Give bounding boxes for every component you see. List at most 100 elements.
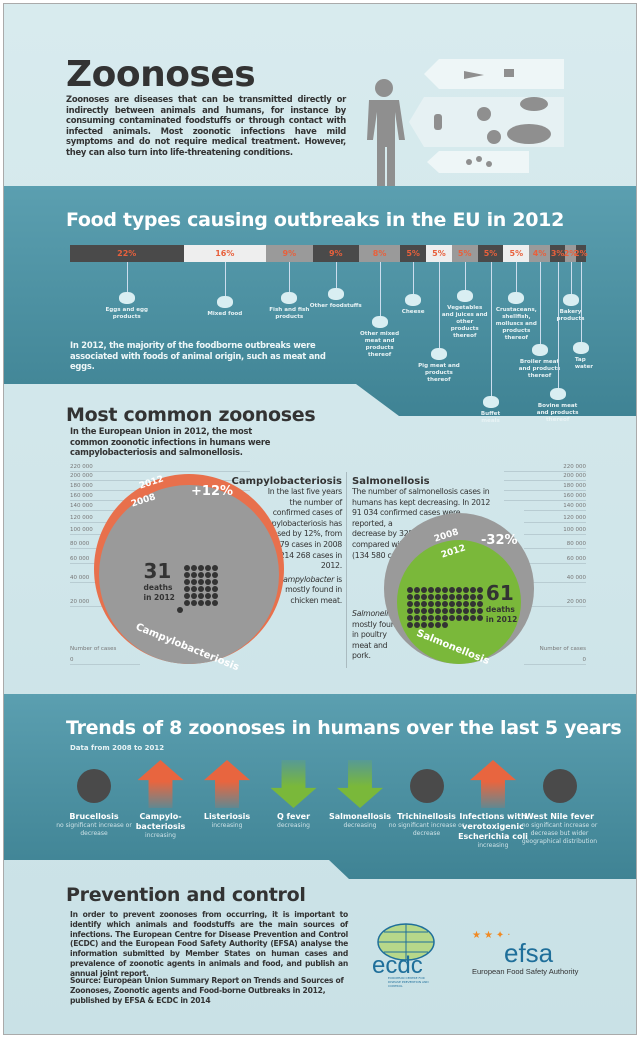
bar-segment: 3%	[549, 245, 566, 262]
death-dot	[413, 601, 420, 608]
axis-tick-left: 40 000	[70, 574, 90, 581]
food-section-title: Food types causing outbreaks in the EU i…	[66, 209, 565, 231]
food-label: Crustaceans, shellfish, molluscs and pro…	[495, 307, 537, 341]
salm-note-italic: Salmonella	[352, 609, 393, 618]
death-dot	[469, 608, 476, 615]
death-dot	[406, 608, 413, 615]
bar-segment: 2%	[574, 245, 588, 262]
death-dot	[420, 615, 427, 622]
death-dot	[204, 586, 211, 593]
trend-status: increasing	[477, 842, 509, 849]
death-dot	[469, 587, 476, 594]
death-dot	[190, 572, 197, 579]
bar-segment: 9%	[266, 245, 313, 262]
death-dot	[211, 572, 218, 579]
divider	[346, 472, 347, 668]
death-dot	[197, 572, 204, 579]
food-icon	[371, 316, 388, 328]
bar-segment: 4%	[529, 245, 550, 262]
death-dot	[420, 594, 427, 601]
death-dot	[448, 594, 455, 601]
trend-name: Listeriosis	[203, 812, 251, 821]
ecdc-globe-icon	[377, 923, 435, 961]
leader-line	[580, 262, 582, 342]
gridline	[524, 547, 586, 549]
trend-name: Brucellosis	[69, 812, 119, 821]
axis-tick-right: 160 000	[563, 492, 586, 499]
gridline	[524, 581, 586, 583]
death-dot	[406, 615, 413, 622]
human-silhouette-icon	[367, 79, 405, 192]
gridline	[70, 664, 140, 665]
ecdc-logo[interactable]: ecdc EUROPEAN CENTRE FOR DISEASE PREVENT…	[372, 922, 444, 988]
gridline	[524, 534, 586, 536]
leader-line	[490, 262, 492, 396]
bar-segment: 5%	[477, 245, 504, 262]
gridline	[504, 471, 586, 473]
death-dot	[204, 572, 211, 579]
leader-line	[570, 262, 572, 294]
axis-tick-left: 80 000	[70, 540, 90, 547]
no-change-circle-icon	[77, 769, 111, 803]
trend-name: Salmonellosis	[328, 812, 392, 821]
death-dot	[448, 615, 455, 622]
death-dot	[197, 600, 204, 607]
death-dot	[183, 600, 190, 607]
leader-line	[335, 262, 337, 288]
death-dot	[211, 593, 218, 600]
death-dot	[462, 587, 469, 594]
efsa-stars-icon: ★★✦·	[472, 930, 514, 941]
axis-tick-left: 160 000	[70, 492, 93, 499]
salm-deaths-text: deaths	[485, 605, 515, 615]
death-dot	[183, 593, 190, 600]
trend-name: Trichinellosis	[397, 812, 456, 821]
death-dot	[434, 608, 441, 615]
gridline	[524, 510, 586, 512]
death-dot	[413, 615, 420, 622]
trend-status: no significant increase or decrease but …	[521, 822, 598, 845]
trend-item: Trichinellosis no significant increase or…	[389, 812, 465, 838]
salm-deaths-year: in 2012	[485, 615, 518, 625]
food-icon	[281, 292, 298, 304]
campy-change: +12%	[191, 483, 234, 499]
bar-segment: 22%	[70, 245, 184, 262]
trend-name: West Nile fever	[524, 812, 595, 821]
bar-segment: 8%	[358, 245, 401, 262]
death-dot	[448, 601, 455, 608]
axis-tick-left: 0	[70, 657, 74, 663]
trend-item: Listeriosis increasing	[189, 812, 265, 830]
death-dot	[455, 594, 462, 601]
death-dot	[204, 579, 211, 586]
death-dot	[427, 594, 434, 601]
efsa-logo[interactable]: ★★✦· efsa European Food Safety Authority	[472, 930, 592, 976]
trend-item: Campylo-bacteriosis increasing	[123, 812, 199, 840]
death-dot	[441, 601, 448, 608]
ecdc-wordmark: ecdc	[372, 952, 423, 979]
death-dot	[197, 565, 204, 572]
food-label: Mixed food	[207, 311, 243, 317]
death-dot	[434, 622, 441, 629]
food-label: Bovine meat and products thereof	[536, 403, 579, 423]
axis-tick-right: 60 000	[566, 556, 586, 563]
no-change-circle-icon	[542, 769, 577, 803]
food-icon	[430, 348, 447, 360]
food-icon	[216, 296, 233, 308]
death-dot	[427, 608, 434, 615]
food-icon	[456, 290, 473, 302]
death-dot	[441, 594, 448, 601]
trend-status: increasing	[145, 832, 176, 839]
trend-status: no significant increase or decrease	[388, 822, 465, 837]
death-dot	[211, 565, 218, 572]
salm-text: The number of salmonellosis cases in hum…	[352, 487, 491, 560]
leader-line	[413, 262, 415, 294]
trend-item: West Nile fever no significant increase o…	[522, 812, 598, 846]
death-dot	[413, 587, 420, 594]
campy-description: Campylobacteriosis In the last five year…	[174, 476, 343, 607]
death-dot	[406, 601, 413, 608]
death-dot	[434, 615, 441, 622]
food-icon	[549, 388, 566, 400]
bar-segment: 9%	[312, 245, 359, 262]
leader-line	[464, 262, 466, 290]
bar-segment: 2%	[564, 245, 577, 262]
death-dot	[441, 615, 448, 622]
